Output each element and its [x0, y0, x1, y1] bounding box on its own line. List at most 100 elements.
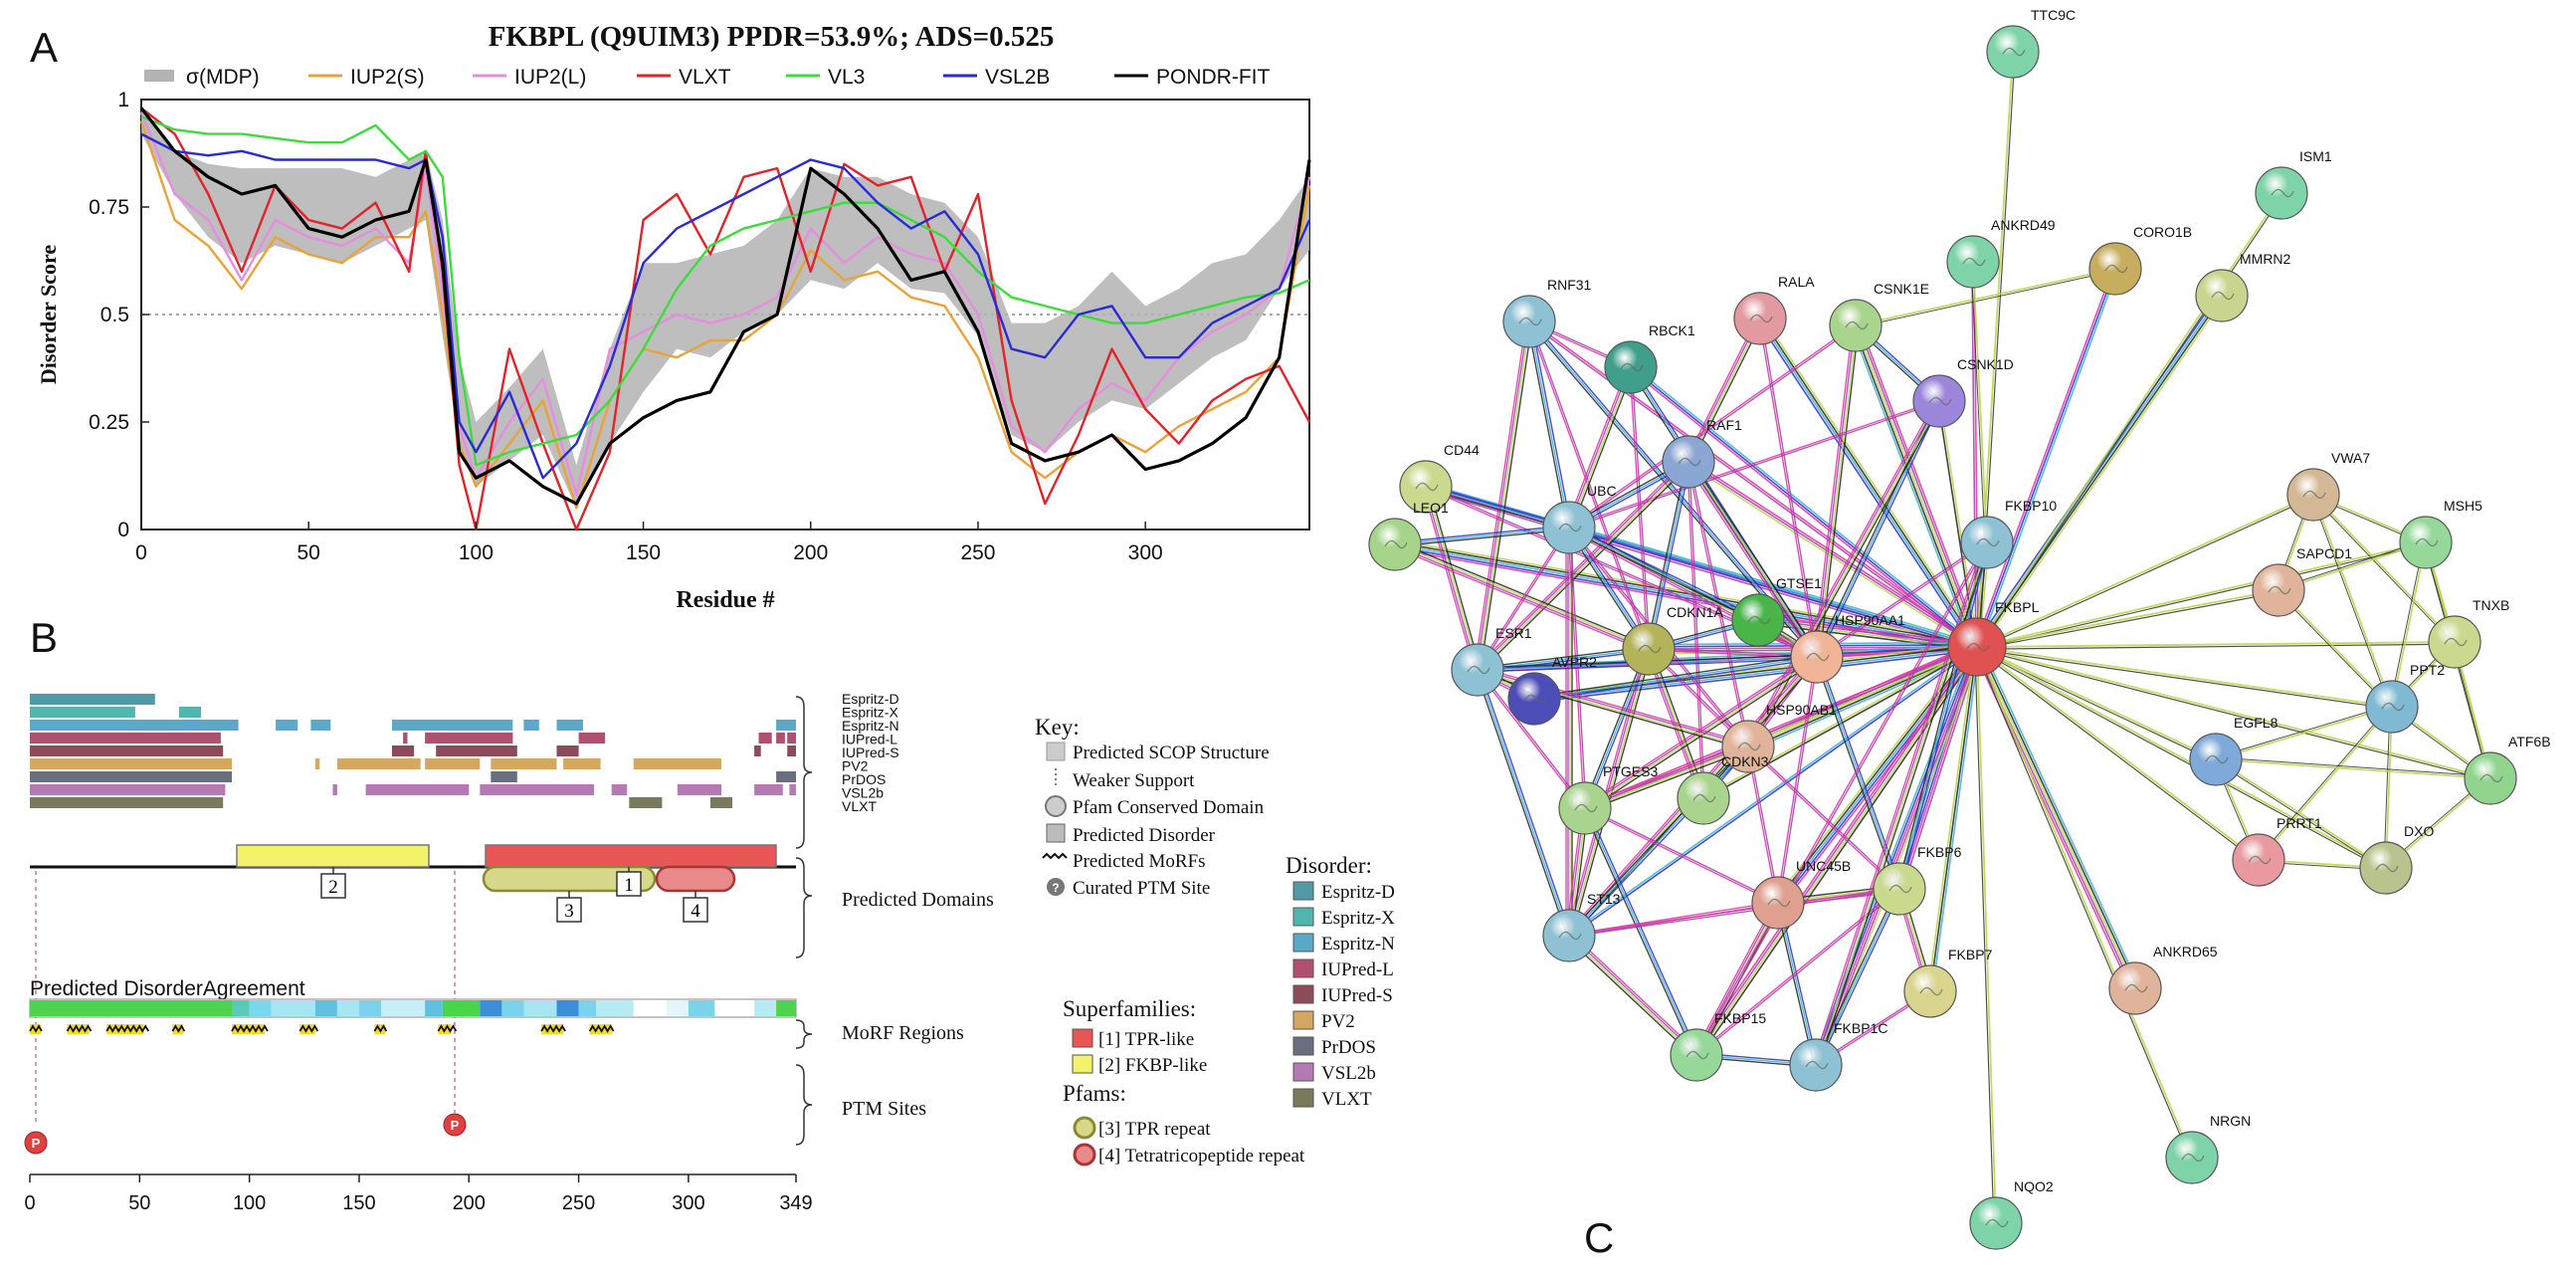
node-rbck1[interactable]: RBCK1 [1604, 322, 1695, 394]
node-sphere-cd44[interactable] [1399, 460, 1453, 514]
node-prrt1[interactable]: PRRT1 [2232, 815, 2322, 887]
node-ankrd49[interactable]: ANKRD49 [1946, 217, 2056, 289]
panel-c-string-network: TTC9C ISM1 ANKRD49 CORO1B MMRN2 RNF31 RBCK1 RAL… [1368, 7, 2551, 1250]
node-sphere-atf6b[interactable] [2464, 751, 2517, 805]
node-sphere-tnxb[interactable] [2428, 615, 2481, 669]
node-sphere-gtse1[interactable] [1731, 593, 1785, 647]
node-esr1[interactable]: ESR1 [1451, 625, 1532, 697]
node-sphere-ppt2[interactable] [2365, 680, 2419, 734]
node-label-cdkn1a: CDKN1A [1667, 604, 1723, 620]
node-sphere-mmrn2[interactable] [2195, 269, 2249, 322]
node-sphere-fkbpl[interactable] [1947, 617, 2007, 677]
node-sphere-rbck1[interactable] [1604, 340, 1658, 394]
node-atf6b[interactable]: ATF6B [2464, 734, 2551, 805]
network-edge [1899, 647, 1979, 890]
node-ptges3[interactable]: PTGES3 [1558, 763, 1658, 835]
node-tnxb[interactable]: TNXB [2428, 597, 2509, 669]
node-sphere-fkbp1c[interactable] [1789, 1038, 1843, 1092]
node-cdkn1a[interactable]: CDKN1A [1622, 604, 1723, 676]
node-sphere-csnk1d[interactable] [1912, 374, 1966, 428]
node-sphere-ism1[interactable] [2255, 166, 2308, 220]
predictor-label: IUPred-L [842, 732, 897, 747]
node-sphere-unc45b[interactable] [1751, 876, 1805, 930]
node-sphere-fkbp7[interactable] [1903, 964, 1957, 1018]
node-sphere-coro1b[interactable] [2088, 242, 2142, 296]
node-fkbp10[interactable]: FKBP10 [1960, 498, 2057, 569]
node-raf1[interactable]: RAF1 [1662, 417, 1742, 489]
node-sphere-ankrd49[interactable] [1946, 235, 2000, 289]
node-ubc[interactable]: UBC [1542, 483, 1617, 554]
node-sphere-esr1[interactable] [1451, 643, 1504, 697]
node-mmrn2[interactable]: MMRN2 [2195, 251, 2291, 322]
node-fkbpl[interactable]: FKBPL [1947, 599, 2040, 677]
node-sphere-prrt1[interactable] [2232, 833, 2285, 887]
node-st13[interactable]: ST13 [1542, 891, 1621, 962]
node-sphere-raf1[interactable] [1662, 435, 1715, 489]
node-fkbp7[interactable]: FKBP7 [1903, 947, 1993, 1018]
network-edge [1584, 808, 1778, 905]
node-sphere-ubc[interactable] [1542, 501, 1596, 554]
node-nrgn[interactable]: NRGN [2165, 1113, 2251, 1184]
node-sphere-fkbp10[interactable] [1960, 516, 2014, 569]
node-egfl8[interactable]: EGFL8 [2189, 715, 2279, 786]
node-csnk1e[interactable]: CSNK1E [1829, 281, 1929, 352]
node-sphere-avpr2[interactable] [1507, 672, 1561, 726]
node-label-fkbp7: FKBP7 [1948, 947, 1993, 962]
node-hsp90aa1[interactable]: HSP90AA1 [1790, 612, 1905, 684]
predicted-domains-label: Predicted Domains [842, 889, 994, 911]
node-fkbp1c[interactable]: FKBP1C [1789, 1020, 1887, 1092]
node-sphere-vwa7[interactable] [2286, 468, 2340, 522]
node-vwa7[interactable]: VWA7 [2286, 450, 2370, 522]
network-edge [1815, 324, 1856, 657]
node-nqo2[interactable]: NQO2 [1969, 1178, 2054, 1250]
node-dxo[interactable]: DXO [2359, 823, 2434, 895]
node-sphere-rnf31[interactable] [1502, 295, 1556, 348]
network-edge [1746, 400, 1939, 746]
network-edge [1684, 317, 1758, 462]
node-sphere-ptges3[interactable] [1558, 781, 1612, 835]
network-edge [1900, 542, 1990, 890]
node-ttc9c[interactable]: TTC9C [1986, 7, 2076, 79]
node-sphere-cdkn1a[interactable] [1622, 622, 1676, 676]
node-sphere-ttc9c[interactable] [1986, 25, 2040, 79]
node-sphere-dxo[interactable] [2359, 841, 2413, 895]
network-edge [1758, 319, 1817, 658]
node-sphere-sapcd1[interactable] [2252, 563, 2305, 617]
node-sphere-egfl8[interactable] [2189, 733, 2243, 786]
node-ankrd65[interactable]: ANKRD65 [2108, 944, 2218, 1015]
node-sphere-leo1[interactable] [1368, 518, 1422, 571]
node-sphere-hsp90ab1[interactable] [1721, 720, 1775, 773]
network-edge [1817, 647, 1980, 1067]
node-sphere-nrgn[interactable] [2165, 1131, 2219, 1184]
node-sphere-fkbp6[interactable] [1873, 862, 1926, 916]
node-sphere-hsp90aa1[interactable] [1790, 630, 1844, 684]
node-sphere-csnk1e[interactable] [1829, 299, 1882, 352]
node-sphere-fkbp15[interactable] [1670, 1028, 1723, 1082]
node-coro1b[interactable]: CORO1B [2088, 224, 2192, 296]
node-sphere-rala[interactable] [1733, 292, 1787, 345]
node-csnk1d[interactable]: CSNK1D [1912, 356, 2014, 428]
network-edge [1478, 462, 1690, 672]
node-fkbp6[interactable]: FKBP6 [1873, 844, 1962, 916]
node-gtse1[interactable]: GTSE1 [1731, 575, 1822, 647]
node-ppt2[interactable]: PPT2 [2365, 662, 2445, 734]
node-sphere-nqo2[interactable] [1969, 1196, 2023, 1250]
node-rnf31[interactable]: RNF31 [1502, 277, 1592, 348]
node-leo1[interactable]: LEO1 [1368, 500, 1449, 571]
node-rala[interactable]: RALA [1733, 274, 1815, 345]
node-sapcd1[interactable]: SAPCD1 [2252, 545, 2352, 617]
node-sphere-msh5[interactable] [2399, 516, 2453, 569]
node-unc45b[interactable]: UNC45B [1751, 858, 1851, 930]
node-sphere-cdkn3[interactable] [1677, 771, 1730, 825]
node-sphere-ankrd65[interactable] [2108, 961, 2162, 1015]
node-avpr2[interactable]: AVPR2 [1507, 654, 1597, 726]
agreement-segment [442, 1000, 481, 1016]
node-cdkn3[interactable]: CDKN3 [1677, 753, 1769, 825]
node-msh5[interactable]: MSH5 [2399, 498, 2482, 569]
node-ism1[interactable]: ISM1 [2255, 148, 2332, 220]
node-fkbp15[interactable]: FKBP15 [1670, 1010, 1766, 1082]
node-hsp90ab1[interactable]: HSP90AB1 [1721, 702, 1837, 773]
node-sphere-st13[interactable] [1542, 909, 1596, 962]
node-cd44[interactable]: CD44 [1399, 442, 1480, 514]
panel-c-letter: C [1584, 1214, 1614, 1261]
